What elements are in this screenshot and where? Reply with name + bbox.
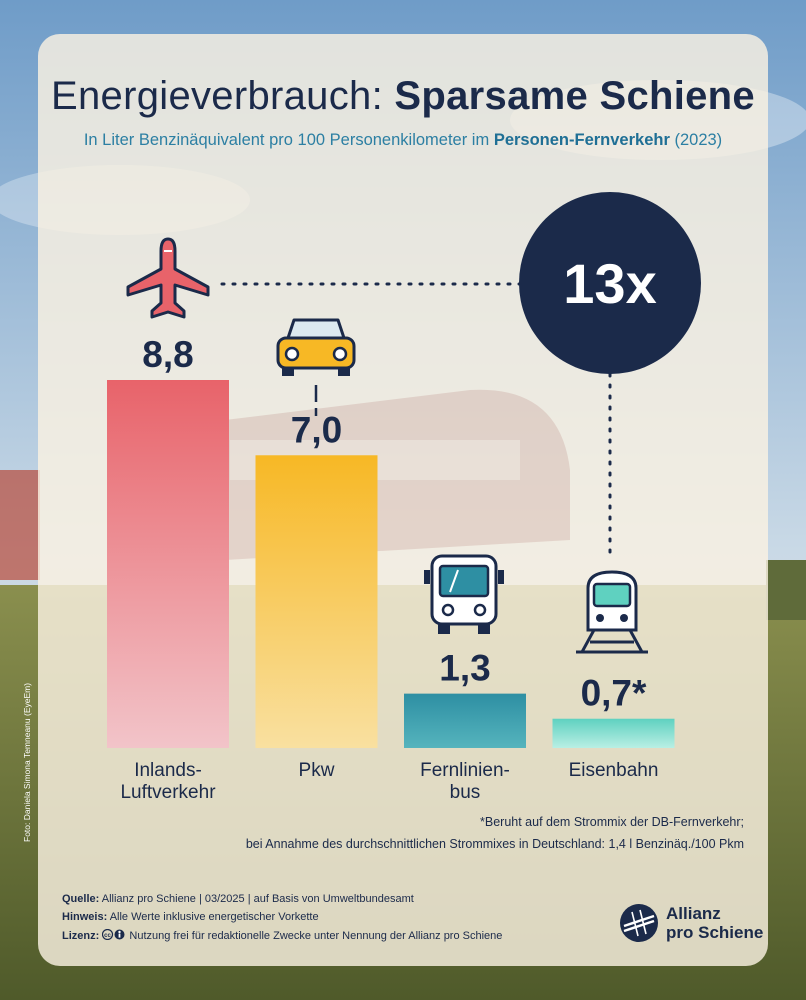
title-bold: Sparsame Schiene xyxy=(394,74,755,118)
source-label: Quelle: xyxy=(62,893,100,905)
highlight-circle xyxy=(519,192,701,374)
bar-inlandsluftverkehr xyxy=(107,380,229,748)
subtitle-year: (2023) xyxy=(674,131,723,149)
bar-value-label: 8,8 xyxy=(142,334,193,375)
bar-fernlinienbus xyxy=(404,693,526,748)
logo-line-1: Allianz xyxy=(666,904,721,923)
car-icon xyxy=(276,318,356,376)
footnote-2: bei Annahme des durchschnittlichen Strom… xyxy=(245,837,744,851)
bus-icon xyxy=(424,554,504,634)
category-label: Eisenbahn xyxy=(569,760,659,781)
page-title: Energieverbrauch: Sparsame Schiene xyxy=(0,74,806,119)
category-label: Inlands-Luftverkehr xyxy=(120,760,216,803)
source-text: Allianz pro Schiene | 03/2025 | auf Basi… xyxy=(101,893,414,905)
license-label: Lizenz: xyxy=(62,930,100,942)
hint-label: Hinweis: xyxy=(62,911,108,923)
subtitle-text: In Liter Benzinäquivalent pro 100 Person… xyxy=(83,131,490,149)
connector-lines xyxy=(220,282,612,562)
logo-line-2: pro Schiene xyxy=(666,923,764,942)
allianz-logo-text: Allianz pro Schiene xyxy=(666,904,763,942)
creative-commons-icon: cc xyxy=(102,928,125,941)
bar-eisenbahn xyxy=(552,718,675,748)
allianz-logo-icon xyxy=(620,904,658,942)
highlight-factor: 13x xyxy=(563,252,656,315)
airplane-icon xyxy=(126,237,210,319)
license-text: Nutzung frei für redaktionelle Zwecke un… xyxy=(129,930,503,942)
category-label: Fernlinien-bus xyxy=(420,760,510,803)
subtitle-bold: Personen-Fernverkehr xyxy=(493,131,670,149)
bar-value-label: 7,0 xyxy=(291,409,342,450)
highlight-badge: 13x xyxy=(519,192,701,374)
bar-pkw xyxy=(255,455,378,748)
title-regular: Energieverbrauch: xyxy=(51,74,383,118)
bar-value-label: 0,7* xyxy=(581,673,647,714)
hint-text: Alle Werte inklusive energetischer Vorke… xyxy=(109,911,319,923)
category-label: Pkw xyxy=(299,760,335,781)
photo-credit: Foto: Daniela Simona Temneanu (EyeEm) xyxy=(22,682,32,842)
subtitle: In Liter Benzinäquivalent pro 100 Person… xyxy=(0,131,806,150)
license-line: Lizenz: cc Nutzung frei für redaktionell… xyxy=(62,928,503,942)
train-icon xyxy=(576,570,648,654)
source-line: Quelle: Allianz pro Schiene | 03/2025 | … xyxy=(62,893,414,905)
svg-text:cc: cc xyxy=(105,933,112,939)
bar-value-label: 1,3 xyxy=(439,648,490,689)
footnote-1: *Beruht auf dem Strommix der DB-Fernverk… xyxy=(480,815,744,829)
hint-line: Hinweis: Alle Werte inklusive energetisc… xyxy=(62,911,319,923)
